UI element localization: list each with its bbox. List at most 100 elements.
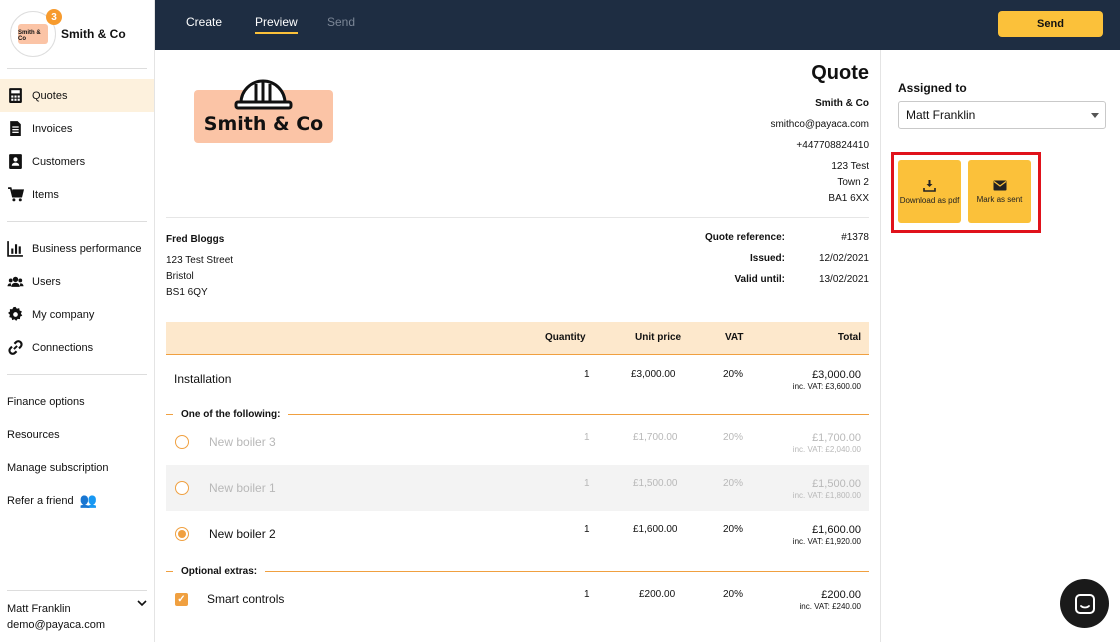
assigned-to-value: Matt Franklin <box>906 108 976 122</box>
gear-icon <box>8 306 23 321</box>
sidebar-item-items[interactable]: Items <box>0 178 154 211</box>
section-line <box>265 570 869 572</box>
item-unit-price: £3,000.00 <box>631 369 676 380</box>
option-inc-vat: inc. VAT: £2,040.00 <box>792 445 861 454</box>
chat-icon <box>1074 593 1095 614</box>
option-total: £1,500.00 <box>812 478 861 490</box>
side-panel: Assigned to Matt Franklin Download as pd… <box>882 50 1120 642</box>
column-vat: VAT <box>725 332 744 343</box>
company-address-line: Town 2 <box>837 177 869 188</box>
sidebar-item-connections[interactable]: Connections <box>0 331 154 364</box>
extra-unit-price: £200.00 <box>639 589 676 600</box>
option-total: £1,600.00 <box>812 524 861 536</box>
option-description: New boiler 3 <box>209 435 276 449</box>
download-icon <box>923 179 936 192</box>
extra-checkbox-checked[interactable]: ✓ <box>175 593 188 606</box>
table-row: Installation 1 £3,000.00 20% £3,000.00 i… <box>166 355 869 407</box>
address-book-icon <box>9 154 22 169</box>
quote-reference: #1378 <box>841 232 869 243</box>
calculator-icon <box>9 88 22 103</box>
tab-send[interactable]: Send <box>327 15 356 29</box>
nav-primary: Quotes Invoices Customers Items <box>0 69 154 221</box>
document-title: Quote <box>811 62 869 84</box>
customer-details: Fred Bloggs 123 Test Street Bristol BS1 … <box>166 232 233 301</box>
option-inc-vat: inc. VAT: £1,800.00 <box>792 491 861 500</box>
refer-a-friend-label: Refer a friend <box>7 494 74 507</box>
section-optional-extras-heading: Optional extras: <box>166 564 869 578</box>
sidebar-item-label: Invoices <box>32 122 73 135</box>
option-description: New boiler 2 <box>209 527 276 541</box>
assigned-to-select[interactable]: Matt Franklin <box>898 101 1106 129</box>
divider <box>7 374 147 375</box>
chevron-down-icon <box>137 600 147 607</box>
brand-logo-text: Smith & Co <box>18 24 48 44</box>
option-vat: 20% <box>723 432 744 443</box>
user-menu[interactable]: Matt Franklin demo@payaca.com <box>7 590 147 633</box>
sidebar-item-business-performance[interactable]: Business performance <box>0 232 154 265</box>
section-label: Optional extras: <box>181 565 258 577</box>
sidebar-item-label: Quotes <box>32 89 68 102</box>
option-vat: 20% <box>723 478 744 489</box>
item-total: £3,000.00 <box>812 369 861 381</box>
document-icon <box>10 121 21 136</box>
resources-link[interactable]: Resources <box>7 428 60 441</box>
section-one-of-heading: One of the following: <box>166 407 869 421</box>
item-inc-vat: inc. VAT: £3,600.00 <box>792 382 861 391</box>
refer-a-friend-link[interactable]: Refer a friend 👥 <box>0 484 154 517</box>
divider <box>7 68 147 69</box>
envelope-icon <box>993 180 1006 190</box>
sidebar-item-customers[interactable]: Customers <box>0 145 154 178</box>
item-description: Installation <box>174 372 232 386</box>
extra-row[interactable]: ✓ Smart controls 1 £200.00 20% £200.00 i… <box>166 577 869 623</box>
option-radio[interactable] <box>175 481 189 495</box>
option-quantity: 1 <box>584 478 590 489</box>
logo-text: Smith & Co <box>204 113 323 135</box>
option-vat: 20% <box>723 524 744 535</box>
sidebar-item-users[interactable]: Users <box>0 265 154 298</box>
column-total: Total <box>837 332 861 343</box>
company-address-line: BA1 6XX <box>828 193 869 204</box>
tab-create[interactable]: Create <box>186 15 223 29</box>
sidebar-item-label: Business performance <box>32 242 142 255</box>
manage-subscription-link[interactable]: Manage subscription <box>7 461 109 474</box>
chat-launcher-button[interactable] <box>1060 579 1109 628</box>
tab-preview[interactable]: Preview <box>255 15 298 34</box>
user-email: demo@payaca.com <box>7 619 105 631</box>
option-row[interactable]: New boiler 2 1 £1,600.00 20% £1,600.00 i… <box>166 511 869 557</box>
users-icon <box>7 276 24 287</box>
option-radio-selected[interactable] <box>175 527 189 541</box>
meta-label: Issued: <box>749 253 785 264</box>
extra-quantity: 1 <box>584 589 590 600</box>
dash <box>166 570 173 572</box>
notification-badge: 3 <box>46 9 62 25</box>
brand-logo: Smith & Co 3 <box>10 9 62 57</box>
meta-row: Quote reference: #1378 <box>665 232 869 253</box>
assigned-to-label: Assigned to <box>898 81 967 95</box>
customer-address-line: 123 Test Street <box>166 255 234 266</box>
option-description: New boiler 1 <box>209 481 276 495</box>
option-row[interactable]: New boiler 1 1 £1,500.00 20% £1,500.00 i… <box>166 465 869 511</box>
sidebar: Smith & Co 3 Smith & Co Quotes Invoices … <box>0 0 155 642</box>
extra-vat: 20% <box>723 589 744 600</box>
issued-date: 12/02/2021 <box>818 253 869 264</box>
sidebar-item-my-company[interactable]: My company <box>0 298 154 331</box>
mark-as-sent-button[interactable]: Mark as sent <box>968 160 1031 223</box>
caret-down-icon <box>1091 113 1099 118</box>
option-row[interactable]: New boiler 3 1 £1,700.00 20% £1,700.00 i… <box>166 419 869 465</box>
option-radio[interactable] <box>175 435 189 449</box>
sidebar-item-invoices[interactable]: Invoices <box>0 112 154 145</box>
download-pdf-button[interactable]: Download as pdf <box>898 160 961 223</box>
meta-row: Valid until: 13/02/2021 <box>665 274 869 295</box>
send-button[interactable]: Send <box>998 11 1103 37</box>
extra-total: £200.00 <box>821 589 861 601</box>
option-inc-vat: inc. VAT: £1,920.00 <box>792 537 861 546</box>
brand-header[interactable]: Smith & Co 3 Smith & Co <box>0 0 154 68</box>
sidebar-item-quotes[interactable]: Quotes <box>0 79 154 112</box>
nav-secondary: Business performance Users My company Co… <box>0 222 154 374</box>
company-address-line: 123 Test <box>831 161 869 172</box>
table-header: Quantity Unit price VAT Total <box>166 322 869 355</box>
mark-as-sent-label: Mark as sent <box>976 194 1023 204</box>
finance-options-link[interactable]: Finance options <box>7 395 85 408</box>
sidebar-item-label: Items <box>32 188 59 201</box>
company-email: smithco@payaca.com <box>770 119 869 130</box>
